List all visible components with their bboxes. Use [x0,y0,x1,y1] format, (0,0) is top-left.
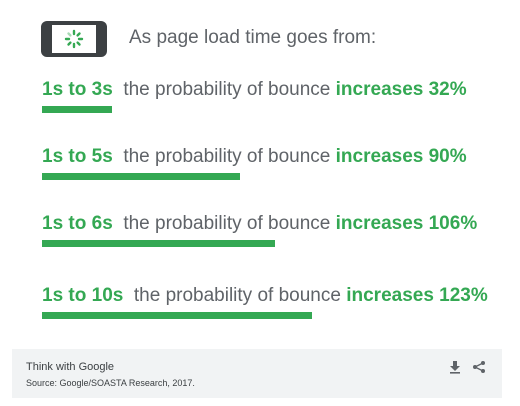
bar-row: 1s to 10s the probability of bounce incr… [42,285,512,341]
description-label: the probability of bounce [133,285,341,306]
description-label: the probability of bounce [123,79,331,100]
phone-loading-icon [41,21,107,57]
bar-label: 1s to 3s the probability of bounce incre… [42,79,467,101]
result-label: increases 32% [335,79,467,100]
chart-heading: As page load time goes from: [129,27,377,48]
range-label: 1s to 6s [42,213,113,234]
description-label: the probability of bounce [123,213,331,234]
source-label: Source: Google/SOASTA Research, 2017. [26,378,195,388]
bar-row: 1s to 3s the probability of bounce incre… [42,79,512,135]
bar [42,240,275,247]
bar [42,106,112,113]
result-label: increases 106% [335,213,478,234]
result-label: increases 123% [346,285,488,306]
download-icon[interactable] [448,360,462,374]
bar-label: 1s to 10s the probability of bounce incr… [42,285,488,307]
bar-row: 1s to 6s the probability of bounce incre… [42,213,512,269]
result-label: increases 90% [335,146,467,167]
bar-label: 1s to 5s the probability of bounce incre… [42,146,467,168]
brand-label: Think with Google [26,361,115,373]
bar [42,173,240,180]
footer: Think with Google Source: Google/SOASTA … [12,349,502,398]
share-icon[interactable] [472,360,486,374]
range-label: 1s to 5s [42,146,113,167]
range-label: 1s to 3s [42,79,113,100]
range-label: 1s to 10s [42,285,124,306]
bar-label: 1s to 6s the probability of bounce incre… [42,213,477,235]
bar [42,312,312,319]
bar-row: 1s to 5s the probability of bounce incre… [42,146,512,202]
description-label: the probability of bounce [123,146,331,167]
